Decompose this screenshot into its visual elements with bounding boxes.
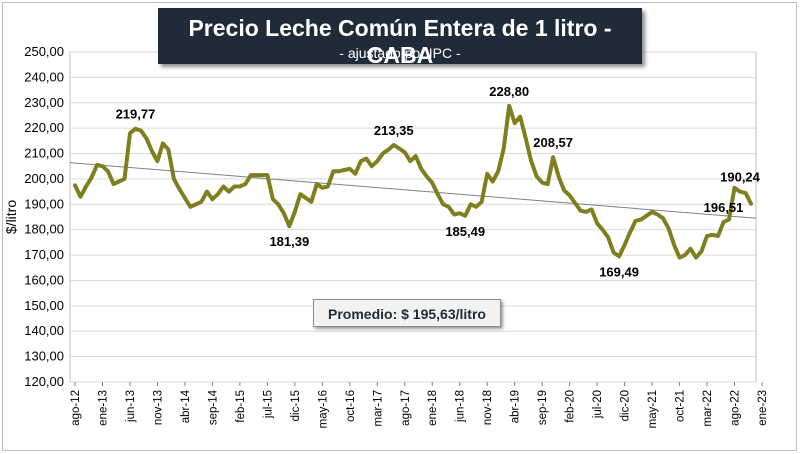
data-label: 181,39 (269, 234, 309, 249)
x-tick-label: ene-23 (757, 390, 769, 426)
y-tick-label: 240,00 (24, 69, 64, 84)
x-tick-label: oct-16 (345, 390, 357, 422)
y-tick-label: 160,00 (24, 272, 64, 287)
x-tick-label: mar-17 (372, 390, 384, 426)
x-tick-label: may-16 (317, 390, 329, 428)
x-tick-label: mar-22 (702, 390, 714, 426)
average-annotation: Promedio: $ 195,63/litro (328, 306, 486, 322)
x-tick-label: abr-19 (510, 390, 522, 423)
plot-area (69, 51, 757, 383)
x-tick-label: ene-13 (97, 390, 109, 426)
title-box: Precio Leche Común Entera de 1 litro - C… (158, 8, 642, 68)
x-tick-label: nov-18 (482, 390, 494, 425)
y-tick-label: 220,00 (24, 120, 64, 135)
data-label: 169,49 (599, 264, 639, 279)
y-axis-label: $/litro (3, 200, 19, 234)
trend-line (69, 162, 757, 219)
data-label: 190,24 (720, 170, 761, 185)
y-tick-label: 250,00 (24, 44, 64, 59)
y-tick-label: 190,00 (24, 196, 64, 211)
price-series-line (73, 103, 753, 260)
y-tick-label: 200,00 (24, 171, 64, 186)
data-label: 208,57 (533, 135, 573, 150)
x-tick-label: jul-20 (592, 390, 604, 419)
x-tick-label: jun-13 (125, 390, 137, 423)
y-tick-label: 230,00 (24, 95, 64, 110)
x-tick-label: ago-22 (730, 390, 742, 426)
y-tick-label: 120,00 (24, 374, 64, 389)
y-tick-label: 180,00 (24, 222, 64, 237)
data-label: 185,49 (445, 224, 485, 239)
data-label: 228,80 (489, 84, 529, 99)
x-tick-label: jul-15 (262, 390, 274, 419)
x-tick-label: sep-19 (537, 390, 549, 425)
average-annotation-box: Promedio: $ 195,63/litro (313, 299, 501, 327)
y-tick-label: 150,00 (24, 298, 64, 313)
x-tick-label: feb-20 (565, 390, 577, 423)
y-tick-label: 140,00 (24, 323, 64, 338)
y-tick-label: 210,00 (24, 146, 64, 161)
y-axis: 120,00 130,00 140,00 150,00 160,00 170,00 180,… (24, 44, 64, 389)
x-tick-label: sep-14 (207, 389, 219, 425)
x-tick-label: dic-15 (290, 390, 302, 421)
x-tick-label: abr-14 (180, 389, 192, 423)
x-tick-label: ene-18 (427, 390, 439, 426)
data-label: 219,77 (116, 107, 156, 122)
data-label: 196,51 (704, 200, 744, 215)
data-label: 213,35 (374, 123, 414, 138)
x-tick-label: ago-17 (400, 390, 412, 426)
y-tick-label: 170,00 (24, 247, 64, 262)
y-tick-label: 130,00 (24, 349, 64, 364)
data-labels: 219,77 181,39 213,35 185,49 228,80 208,57 169,… (116, 84, 761, 280)
x-tick-label: jun-18 (455, 390, 467, 423)
x-tick-label: dic-20 (620, 390, 632, 421)
x-tick-label: ago-12 (70, 390, 82, 426)
x-tick-label: may-21 (647, 390, 659, 428)
chart-subtitle: - ajustado por IPC - (339, 45, 461, 61)
x-tick-label: nov-13 (152, 390, 164, 425)
chart-title: Precio Leche Común Entera de 1 litro - C… (188, 15, 612, 68)
x-axis: ago-12 ene-13 jun-13 nov-13 abr-14 sep-14 feb-… (70, 382, 769, 428)
x-tick-label: oct-21 (675, 390, 687, 422)
x-tick-label: feb-15 (235, 390, 247, 423)
